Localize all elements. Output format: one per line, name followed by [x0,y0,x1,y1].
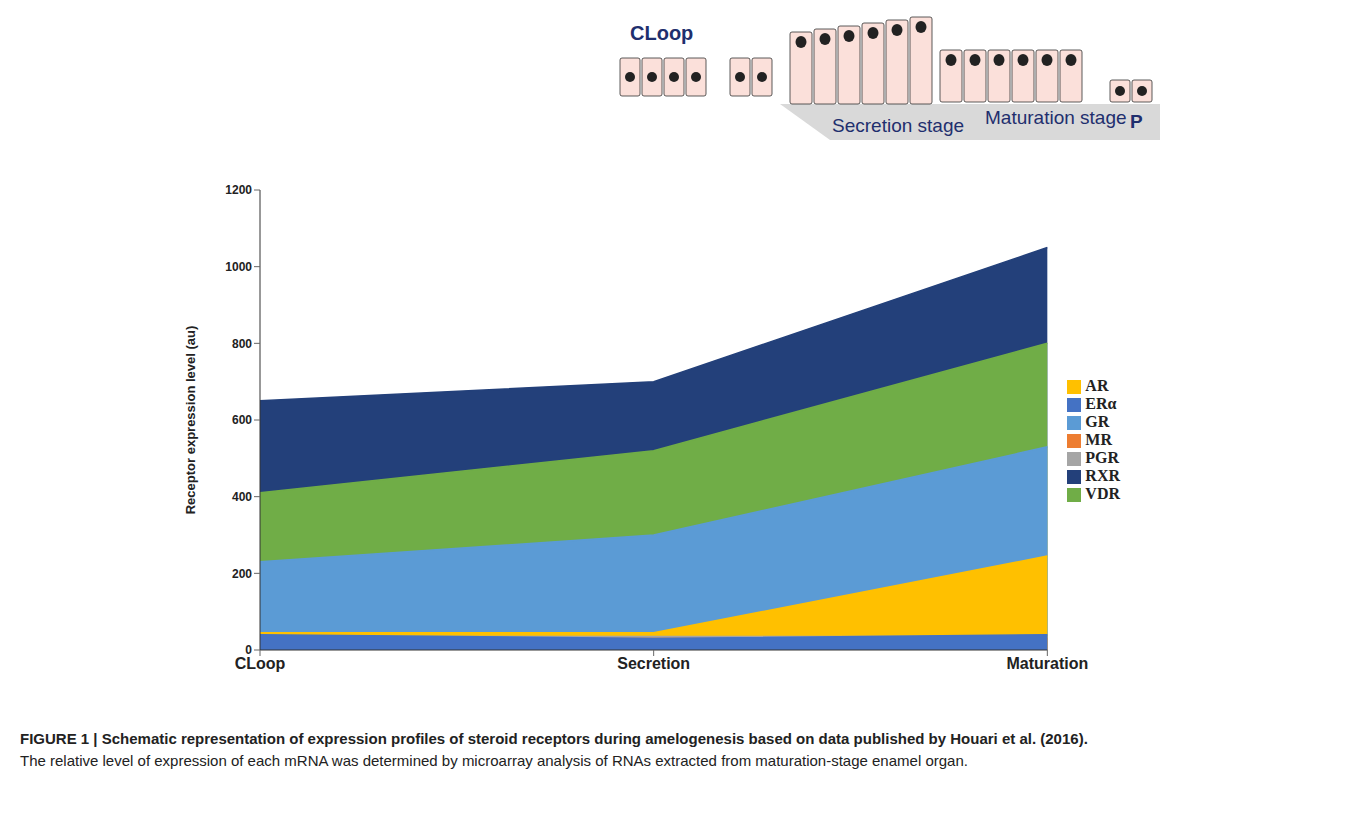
svg-text:Maturation: Maturation [1006,655,1088,672]
svg-text:CLoop: CLoop [630,22,693,44]
svg-text:Maturation stage: Maturation stage [985,107,1127,128]
svg-text:Secretion: Secretion [617,655,690,672]
svg-text:1000: 1000 [225,260,252,274]
svg-text:1200: 1200 [225,183,252,197]
html-text:GR: GR [1085,413,1110,430]
svg-text:600: 600 [232,413,252,427]
html-text:RXR: RXR [1085,467,1120,484]
svg-text:400: 400 [232,490,252,504]
html-text:FIGURE 1 | Schematic represent: FIGURE 1 | Schematic representation of e… [20,730,1088,747]
svg-text:0: 0 [245,643,252,657]
svg-text:CLoop: CLoop [235,655,286,672]
svg-text:Receptor expression level (au): Receptor expression level (au) [183,326,198,515]
html-text:MR: MR [1085,431,1112,448]
html-text:AR: AR [1085,377,1109,394]
html-text:The relative level of expressi: The relative level of expression of each… [20,752,968,769]
html-text:ERα: ERα [1085,395,1117,412]
svg-text:P: P [1130,111,1143,132]
svg-text:800: 800 [232,337,252,351]
svg-text:Secretion stage: Secretion stage [832,115,964,136]
html-text:VDR: VDR [1085,485,1120,502]
html-text:PGR: PGR [1085,449,1120,466]
svg-text:200: 200 [232,567,252,581]
